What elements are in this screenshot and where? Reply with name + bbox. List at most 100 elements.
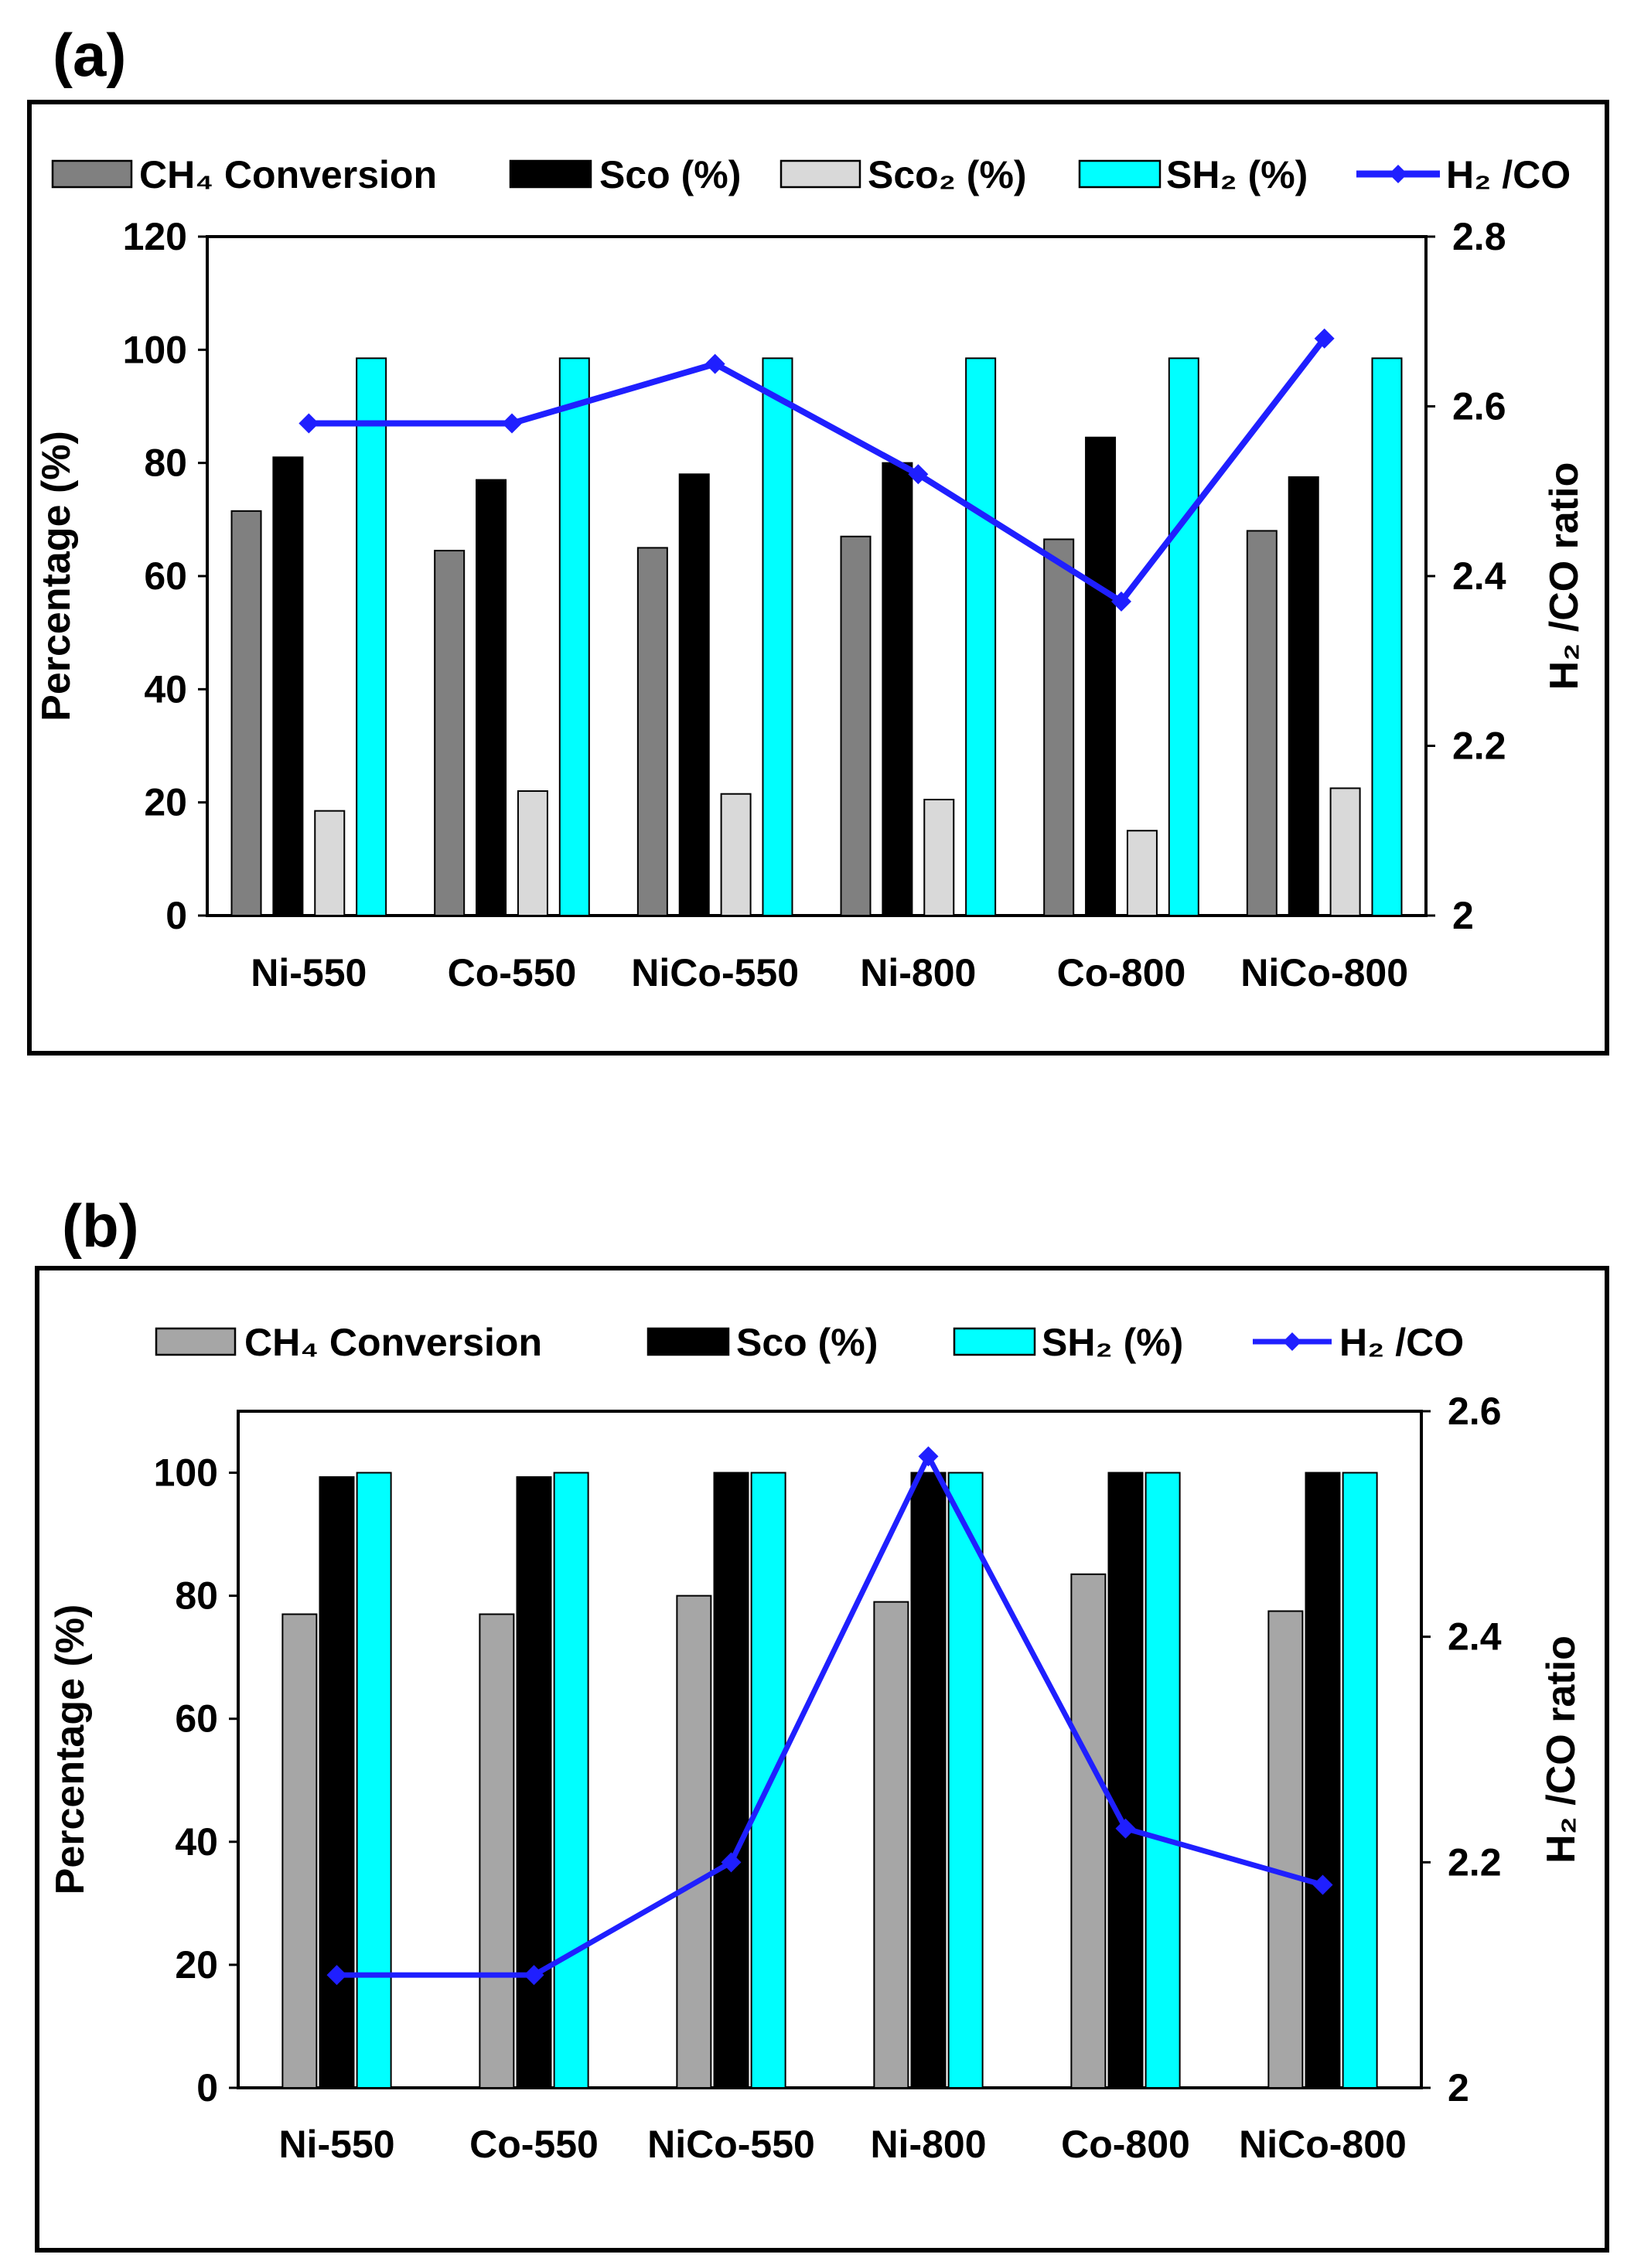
bar xyxy=(356,357,387,916)
y2-tick-label: 2.6 xyxy=(1448,1390,1502,1433)
bar xyxy=(1043,538,1075,916)
legend-label: Sco (%) xyxy=(736,1321,878,1364)
chart-panel-a: (a) CH₄ Conversion Sco (%) Sco₂ (%) SH₂ (%) H… xyxy=(27,21,1609,1056)
bar xyxy=(1144,1472,1181,2089)
y2-tick-label: 2 xyxy=(1452,894,1474,937)
legend-label: CH₄ Conversion xyxy=(139,153,437,196)
y2-tick-label: 2.4 xyxy=(1452,554,1506,598)
legend-label: CH₄ Conversion xyxy=(244,1321,542,1364)
legend-swatch xyxy=(509,159,592,189)
y-tick-label: 20 xyxy=(175,1943,218,1987)
y-tick-label: 40 xyxy=(175,1820,218,1864)
legend: CH₄ Conversion Sco (%) Sco₂ (%) SH₂ (%) H₂ /… xyxy=(51,153,1571,196)
bar xyxy=(762,357,793,916)
legend-swatch xyxy=(953,1327,1036,1356)
legend-label: Sco (%) xyxy=(599,153,741,196)
bar xyxy=(319,1476,355,2089)
y-tick-label: 100 xyxy=(154,1451,218,1495)
line-point xyxy=(704,353,725,374)
legend-label: SH₂ (%) xyxy=(1042,1321,1183,1364)
bar-series-group xyxy=(281,1472,1378,2089)
y2-tick-label: 2 xyxy=(1448,2066,1469,2109)
bar xyxy=(1126,830,1158,916)
y-tick-label: 120 xyxy=(123,215,187,258)
bar xyxy=(1288,476,1319,916)
chart-frame xyxy=(35,1266,1609,2253)
legend-label: H₂ /CO xyxy=(1339,1321,1464,1364)
y2-axis-title: H₂ /CO ratio xyxy=(1539,1635,1584,1864)
bar xyxy=(1342,1472,1378,2089)
line-series xyxy=(298,328,1335,612)
legend-label: H₂ /CO xyxy=(1446,153,1571,196)
bar xyxy=(965,357,997,916)
legend-swatch-marker xyxy=(1283,1332,1301,1351)
bar xyxy=(356,1472,392,2089)
bar xyxy=(1085,436,1117,916)
y2-axis-title: H₂ /CO ratio xyxy=(1542,462,1587,691)
plot-area xyxy=(206,235,1428,917)
bar xyxy=(1329,787,1361,916)
bar xyxy=(676,1594,712,2089)
line-point xyxy=(1314,328,1335,349)
legend-label: SH₂ (%) xyxy=(1166,153,1308,196)
bar xyxy=(713,1472,749,2089)
bar xyxy=(1070,1573,1107,2089)
x-category-label: Ni-800 xyxy=(870,2123,986,2166)
bar xyxy=(479,1613,515,2089)
y-tick-label: 0 xyxy=(165,894,187,937)
bar xyxy=(1267,1610,1304,2089)
bar xyxy=(476,479,507,916)
chart-frame xyxy=(27,100,1609,1056)
bar xyxy=(720,793,752,916)
y-tick-label: 100 xyxy=(123,328,187,371)
legend-swatch xyxy=(779,159,861,189)
panel-label: (b) xyxy=(62,1192,139,1260)
x-category-label: Ni-800 xyxy=(860,951,976,994)
line-series xyxy=(326,1446,1333,1986)
x-category-label: Ni-550 xyxy=(251,951,367,994)
y-axis-title: Percentage (%) xyxy=(48,1605,93,1895)
y2-tick-label: 2.4 xyxy=(1448,1615,1502,1659)
line-point xyxy=(908,464,929,485)
panel-label: (a) xyxy=(53,21,126,89)
y-tick-label: 60 xyxy=(144,554,187,598)
bar xyxy=(516,1476,552,2089)
bar-series-group xyxy=(230,357,1403,917)
bar xyxy=(230,510,262,916)
line-point xyxy=(1115,1818,1136,1839)
legend: CH₄ Conversion Sco (%) SH₂ (%) H₂ /CO xyxy=(155,1321,1464,1364)
bar xyxy=(281,1613,318,2089)
x-category-label: Co-800 xyxy=(1057,951,1186,994)
bar xyxy=(1168,357,1199,916)
y-tick-label: 0 xyxy=(196,2066,218,2109)
bar xyxy=(636,547,668,917)
line-point xyxy=(721,1852,742,1873)
y2-tick-label: 2.2 xyxy=(1452,725,1506,768)
line-point xyxy=(326,1965,347,1986)
x-category-label: NiCo-550 xyxy=(647,2123,815,2166)
line-point xyxy=(524,1965,544,1986)
bar xyxy=(314,810,346,917)
legend-swatch xyxy=(1078,159,1162,189)
bar xyxy=(678,473,710,916)
bar xyxy=(272,456,304,916)
chart-panel-b: (b) CH₄ Conversion Sco (%) SH₂ (%) H₂ /CO 0 20… xyxy=(35,1192,1609,2253)
bar xyxy=(553,1472,589,2089)
bar xyxy=(1107,1472,1144,2089)
y-tick-label: 20 xyxy=(144,781,187,824)
bar xyxy=(882,462,913,916)
line-path xyxy=(336,1453,1324,1978)
bar xyxy=(923,799,955,916)
bar xyxy=(1371,357,1403,916)
y-tick-label: 60 xyxy=(175,1697,218,1741)
x-category-label: Co-550 xyxy=(469,2123,599,2166)
bar xyxy=(558,357,590,916)
bar xyxy=(840,535,872,916)
line-point xyxy=(1111,591,1131,612)
y-tick-label: 80 xyxy=(175,1574,218,1618)
y-tick-label: 80 xyxy=(144,442,187,485)
legend-swatch xyxy=(646,1327,730,1356)
plot-area xyxy=(237,1410,1423,2089)
x-category-label: NiCo-550 xyxy=(631,951,799,994)
x-category-label: Co-550 xyxy=(448,951,577,994)
